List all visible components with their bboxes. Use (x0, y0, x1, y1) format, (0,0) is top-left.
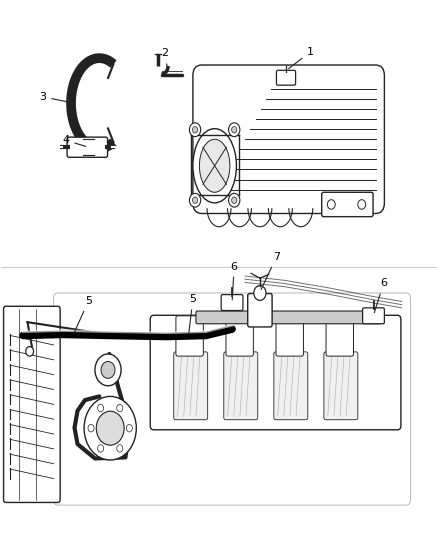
FancyBboxPatch shape (174, 352, 208, 419)
Circle shape (117, 405, 123, 411)
Circle shape (229, 123, 240, 136)
Text: 6: 6 (231, 262, 238, 300)
Ellipse shape (199, 139, 230, 192)
Circle shape (101, 361, 115, 378)
Circle shape (117, 445, 123, 452)
Text: 5: 5 (74, 296, 92, 333)
Circle shape (95, 354, 121, 386)
Text: 3: 3 (39, 92, 72, 103)
FancyBboxPatch shape (276, 70, 296, 85)
Text: 6: 6 (374, 278, 387, 313)
FancyBboxPatch shape (196, 311, 381, 324)
FancyBboxPatch shape (326, 316, 353, 356)
FancyBboxPatch shape (324, 352, 358, 419)
Circle shape (232, 197, 237, 204)
Circle shape (192, 126, 198, 133)
FancyBboxPatch shape (224, 352, 258, 419)
Circle shape (189, 123, 201, 136)
FancyBboxPatch shape (150, 316, 401, 430)
FancyBboxPatch shape (176, 316, 203, 356)
Circle shape (192, 197, 198, 204)
Text: 7: 7 (261, 252, 280, 289)
FancyBboxPatch shape (226, 316, 253, 356)
Ellipse shape (193, 128, 237, 203)
FancyBboxPatch shape (67, 137, 108, 157)
Text: 2: 2 (161, 49, 168, 67)
Circle shape (88, 424, 94, 432)
Circle shape (126, 424, 132, 432)
Circle shape (327, 200, 335, 209)
Circle shape (98, 405, 104, 411)
Circle shape (84, 397, 136, 460)
Text: 4: 4 (62, 135, 86, 147)
FancyBboxPatch shape (363, 308, 385, 324)
FancyBboxPatch shape (53, 293, 410, 505)
FancyBboxPatch shape (274, 352, 308, 419)
FancyBboxPatch shape (4, 306, 60, 503)
Circle shape (98, 445, 104, 452)
Circle shape (26, 346, 34, 356)
Circle shape (232, 126, 237, 133)
FancyBboxPatch shape (221, 295, 243, 311)
Text: 5: 5 (189, 294, 196, 333)
Circle shape (189, 193, 201, 207)
Circle shape (229, 193, 240, 207)
FancyBboxPatch shape (248, 294, 272, 327)
Text: 1: 1 (289, 47, 314, 69)
Circle shape (96, 411, 124, 445)
Circle shape (358, 200, 366, 209)
FancyBboxPatch shape (276, 316, 304, 356)
FancyBboxPatch shape (322, 192, 373, 216)
Circle shape (254, 286, 266, 301)
FancyBboxPatch shape (193, 65, 385, 214)
